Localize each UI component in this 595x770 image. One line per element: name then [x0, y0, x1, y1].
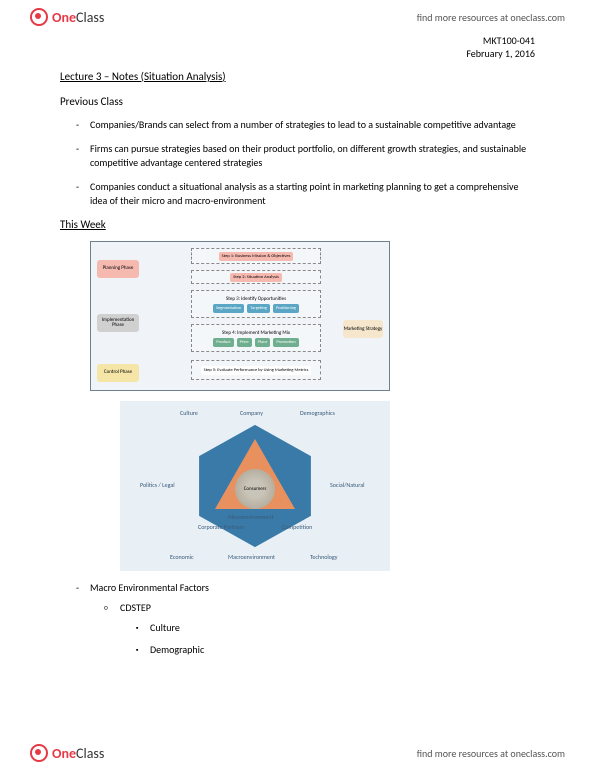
phase-box: Planning Phase	[97, 260, 139, 278]
logo-text: OneClass	[52, 9, 104, 26]
page-content: MKT100-041 February 1, 2016 Lecture 3 – …	[0, 30, 595, 657]
logo: OneClass	[30, 8, 104, 26]
phase-box: Implementation Phase	[97, 314, 139, 332]
sub-sub-item: Culture	[150, 621, 535, 635]
previous-class-label: Previous Class	[60, 95, 535, 108]
marketing-strategy-box: Marketing Strategy	[343, 320, 383, 338]
macro-label: Macro Environmental Factors	[90, 581, 209, 594]
env-label: Demographics	[300, 409, 335, 417]
bullet-item: Macro Environmental Factors CDSTEP Cultu…	[90, 581, 535, 657]
logo-text: OneClass	[52, 745, 104, 762]
cdstep-label: CDSTEP	[120, 601, 151, 614]
resources-link-top[interactable]: find more resources at oneclass.com	[417, 11, 565, 24]
this-week-label: This Week	[60, 218, 535, 231]
env-label: Culture	[180, 409, 198, 417]
env-label: Macroenvironment	[228, 553, 275, 561]
footer-bar: OneClass find more resources at oneclass…	[0, 740, 595, 770]
course-code: MKT100-041	[60, 34, 535, 47]
env-label: Economic	[170, 553, 194, 561]
logo-icon	[30, 8, 48, 26]
env-label: Competition	[282, 523, 312, 531]
sub-sub-item: Demographic	[150, 643, 535, 657]
lecture-date: February 1, 2016	[60, 47, 535, 60]
lecture-title: Lecture 3 – Notes (Situation Analysis)	[60, 70, 535, 83]
marketing-plan-flowchart: Planning Phase Implementation Phase Contro…	[90, 241, 390, 391]
bullet-item: Companies conduct a situational analysis…	[90, 180, 535, 208]
logo-icon	[30, 744, 48, 762]
environment-hexagon-diagram: Consumers Culture Company Demographics Poli…	[120, 401, 390, 571]
env-label: Corporate Partners	[198, 523, 244, 531]
step-box: Step 2: Situation Analysis	[191, 270, 321, 284]
env-label: Social/Natural	[330, 481, 364, 489]
header-bar: OneClass find more resources at oneclass…	[0, 0, 595, 30]
phase-box: Control Phase	[97, 364, 139, 382]
env-label: Company	[240, 409, 263, 417]
bullet-item: Companies/Brands can select from a numbe…	[90, 118, 535, 132]
env-label: Technology	[310, 553, 337, 561]
env-label: Microenvironment	[228, 513, 274, 521]
env-label: Politics / Legal	[140, 481, 175, 489]
step-box: Step 3: Identify OpportunitiesSegmentati…	[191, 290, 321, 318]
resources-link-bottom[interactable]: find more resources at oneclass.com	[417, 747, 565, 760]
bullet-item: Firms can pursue strategies based on the…	[90, 142, 535, 170]
macro-factors-list: Macro Environmental Factors CDSTEP Cultu…	[60, 581, 535, 657]
logo-footer: OneClass	[30, 744, 104, 762]
step-box: Step 5: Evaluate Performance by Using Ma…	[191, 360, 321, 380]
step-box: Step 4: Implement Marketing MixProductPr…	[191, 324, 321, 352]
previous-class-bullets: Companies/Brands can select from a numbe…	[60, 118, 535, 208]
page-meta: MKT100-041 February 1, 2016	[60, 34, 535, 60]
sub-item: CDSTEP Culture Demographic	[120, 601, 535, 657]
consumers-circle: Consumers	[235, 469, 275, 509]
step-box: Step 1: Business Mission & Objectives	[191, 248, 321, 264]
